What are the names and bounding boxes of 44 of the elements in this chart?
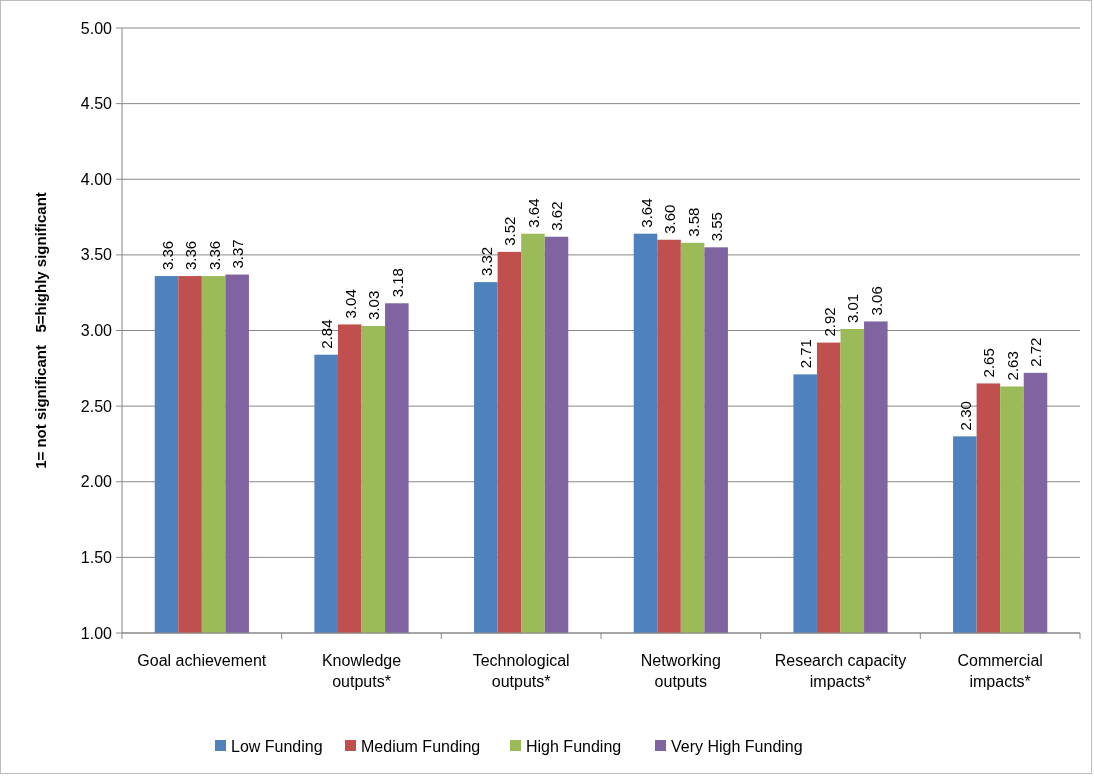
data-label: 3.32 — [477, 246, 495, 277]
data-label: 2.92 — [820, 307, 838, 337]
data-label: 3.04 — [341, 289, 359, 319]
data-label: 2.63 — [1003, 351, 1021, 381]
data-label: 3.06 — [867, 286, 885, 316]
data-label: 3.18 — [388, 268, 406, 298]
legend-label: High Funding — [526, 737, 622, 755]
x-tick-label: Goal achievement — [137, 652, 267, 669]
data-label: 3.36 — [182, 240, 200, 271]
x-tick-label: Networking outputs — [640, 652, 721, 690]
data-label: 3.36 — [205, 240, 223, 271]
data-label: 2.84 — [318, 319, 336, 349]
y-tick-label: 5.00 — [80, 19, 113, 37]
data-label: 3.52 — [501, 216, 519, 246]
data-label: 3.58 — [684, 207, 702, 237]
data-label: 3.64 — [524, 198, 542, 228]
data-label: 3.60 — [661, 204, 679, 234]
x-tick-label: Knowledge outputs* — [321, 652, 402, 690]
data-label: 3.03 — [365, 290, 383, 320]
y-tick-label: 4.50 — [80, 95, 113, 113]
data-label: 2.71 — [797, 339, 815, 369]
y-tick-label: 1.50 — [80, 548, 113, 566]
data-label: 3.64 — [637, 198, 655, 228]
y-tick-label: 3.00 — [80, 322, 113, 340]
y-tick-label: 4.00 — [80, 170, 113, 188]
data-label: 2.30 — [956, 401, 974, 431]
legend-label: Low Funding — [231, 737, 323, 755]
data-label: 3.55 — [708, 212, 726, 242]
y-tick-label: 1.00 — [80, 624, 113, 642]
data-label: 2.65 — [980, 348, 998, 378]
data-label: 3.62 — [548, 201, 566, 231]
data-label: 2.72 — [1027, 337, 1045, 367]
x-tick-label: Research capacity impacts* — [774, 652, 907, 690]
x-tick-label: Commercial impacts* — [957, 652, 1043, 690]
x-tick-label: Technological outputs* — [472, 652, 570, 690]
legend-label: Medium Funding — [361, 737, 481, 755]
legend-label: Very High Funding — [671, 737, 803, 755]
y-tick-label: 2.00 — [80, 473, 113, 491]
data-label: 3.01 — [844, 293, 862, 323]
y-tick-label: 3.50 — [80, 246, 113, 264]
y-tick-label: 2.50 — [80, 397, 113, 415]
data-label: 3.37 — [229, 239, 247, 269]
y-axis-title: 1= not significant 5=highly significant — [32, 192, 49, 469]
data-label: 3.36 — [158, 240, 176, 271]
